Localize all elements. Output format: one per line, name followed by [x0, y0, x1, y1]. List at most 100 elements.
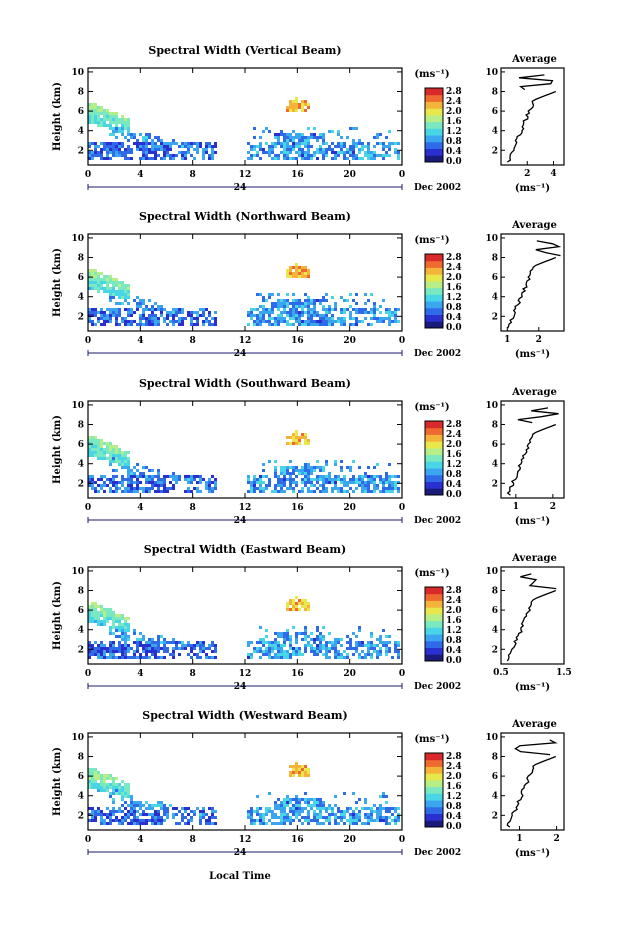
average-profile-upper: [517, 407, 559, 424]
colorbar-segment: [425, 427, 443, 435]
data-cell: [166, 317, 169, 320]
data-cell: [289, 272, 292, 275]
data-cell: [94, 311, 97, 314]
data-cell: [115, 308, 118, 311]
data-cell: [142, 644, 145, 647]
data-cell: [280, 653, 283, 656]
data-cell: [118, 629, 121, 632]
data-cell: [91, 611, 94, 614]
colorbar-tick-label: 0.0: [446, 822, 462, 832]
data-cell: [352, 145, 355, 148]
data-cell: [349, 478, 352, 481]
data-cell: [250, 641, 253, 644]
data-cell: [112, 626, 115, 629]
data-cell: [295, 433, 298, 436]
data-cell: [361, 822, 364, 825]
data-cell: [397, 807, 400, 810]
data-cell: [100, 780, 103, 783]
data-cell: [154, 308, 157, 311]
data-cell: [322, 487, 325, 490]
data-cell: [88, 109, 91, 112]
data-cell: [157, 656, 160, 659]
data-cell: [343, 317, 346, 320]
data-cell: [328, 323, 331, 326]
data-cell: [151, 139, 154, 142]
data-cell: [280, 151, 283, 154]
data-cell: [136, 296, 139, 299]
data-cell: [337, 320, 340, 323]
data-cell: [118, 308, 121, 311]
colorbar-unit: (ms⁻¹): [414, 734, 449, 745]
data-cell: [388, 317, 391, 320]
data-cell: [388, 810, 391, 813]
data-cell: [292, 293, 295, 296]
average-frame: [500, 566, 565, 665]
data-cell: [121, 451, 124, 454]
data-cell: [307, 816, 310, 819]
data-cell: [304, 608, 307, 611]
data-cell: [295, 605, 298, 608]
data-cell: [316, 299, 319, 302]
data-cell: [166, 810, 169, 813]
colorbar-segment: [425, 441, 443, 449]
data-cell: [328, 804, 331, 807]
data-cell: [187, 819, 190, 822]
data-cell: [118, 789, 121, 792]
data-cell: [109, 308, 112, 311]
data-cell: [247, 813, 250, 816]
data-cell: [319, 635, 322, 638]
data-cell: [274, 822, 277, 825]
data-cell: [169, 804, 172, 807]
data-cell: [121, 284, 124, 287]
data-cell: [268, 656, 271, 659]
data-cell: [382, 795, 385, 798]
data-cell: [112, 801, 115, 804]
data-cell: [250, 653, 253, 656]
data-cell: [322, 320, 325, 323]
data-cell: [154, 157, 157, 160]
data-cell: [268, 130, 271, 133]
data-cell: [289, 266, 292, 269]
data-cell: [202, 320, 205, 323]
data-cell: [298, 599, 301, 602]
data-cell: [100, 281, 103, 284]
data-cell: [106, 620, 109, 623]
colorbar-segment: [425, 294, 443, 302]
data-cell: [106, 287, 109, 290]
data-cell: [301, 602, 304, 605]
data-cell: [394, 311, 397, 314]
data-cell: [328, 472, 331, 475]
data-cell: [184, 142, 187, 145]
data-cell: [130, 819, 133, 822]
data-cell: [130, 804, 133, 807]
data-cell: [166, 650, 169, 653]
data-cell: [94, 142, 97, 145]
data-cell: [151, 311, 154, 314]
date-label: Dec 2002: [414, 848, 461, 858]
data-cell: [202, 650, 205, 653]
data-cell: [157, 469, 160, 472]
data-cell: [328, 481, 331, 484]
data-cell: [121, 118, 124, 121]
data-cell: [88, 103, 91, 106]
data-cell: [373, 317, 376, 320]
data-cell: [199, 641, 202, 644]
data-cell: [295, 145, 298, 148]
average-frame: [500, 233, 565, 332]
data-cell: [349, 644, 352, 647]
data-cell: [103, 783, 106, 786]
data-cell: [127, 118, 130, 121]
data-cell: [127, 647, 130, 650]
panel-1: Spectral Width (Vertical Beam)246810Heig…: [52, 44, 565, 194]
data-cell: [157, 475, 160, 478]
data-cell: [154, 314, 157, 317]
average-y-tick-label: 10: [485, 234, 498, 244]
data-cell: [313, 816, 316, 819]
data-cell: [121, 121, 124, 124]
data-cell: [289, 807, 292, 810]
data-cell: [265, 484, 268, 487]
data-cell: [94, 774, 97, 777]
data-cell: [397, 644, 400, 647]
data-cell: [91, 813, 94, 816]
